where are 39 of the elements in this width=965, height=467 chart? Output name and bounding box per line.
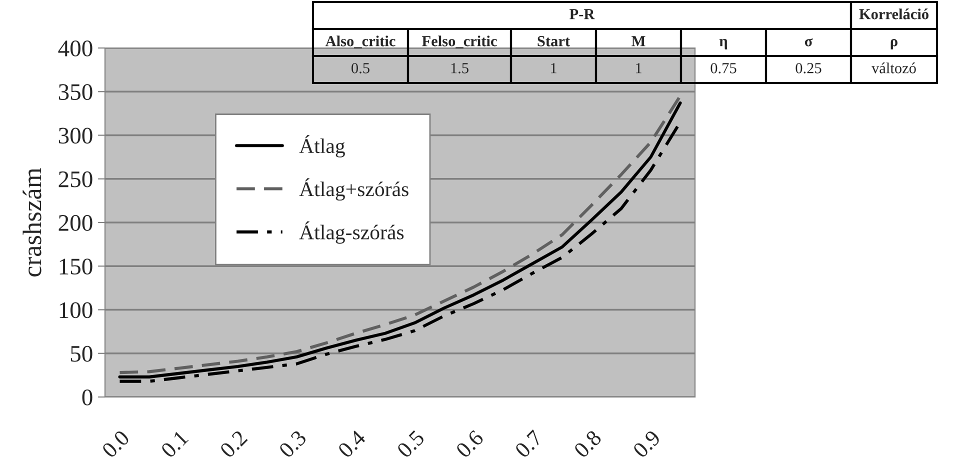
- text: 0.25: [796, 63, 822, 74]
- legend-label: Átlag: [299, 135, 345, 158]
- x-tick-label: 0.7: [514, 429, 544, 459]
- text: 0.75: [710, 63, 736, 74]
- y-tick-label: 150: [60, 258, 92, 275]
- annotation: 1: [636, 63, 642, 74]
- x-tick-label: 0.0: [101, 429, 130, 459]
- text: σ: [804, 38, 813, 46]
- x-tick-label: 0.1: [160, 430, 189, 459]
- y-tick-label: 250: [58, 171, 92, 188]
- legend-label: Átlag+szórás: [299, 178, 408, 201]
- text: Korreláció: [859, 8, 928, 20]
- y-tick-label: 300: [58, 128, 92, 144]
- y-tick-label: 50: [70, 346, 92, 362]
- annotation: 1: [551, 63, 556, 74]
- y-axis-title: crashszám: [22, 168, 42, 276]
- y-tick-label: 200: [58, 214, 92, 231]
- y-tick-label: 350: [58, 84, 92, 100]
- annotation: Also_critic: [325, 36, 396, 48]
- text: Start: [538, 36, 570, 46]
- annotation: 0.5: [352, 63, 370, 74]
- text: M: [632, 36, 646, 46]
- x-tick-label: 0.9: [632, 430, 662, 459]
- y-tick-label: 100: [60, 302, 92, 318]
- legend-label: Átlag-szórás: [299, 221, 404, 244]
- x-tick-label: 0.8: [573, 429, 602, 459]
- text: változó: [872, 62, 916, 74]
- x-tick-label: 0.6: [455, 429, 484, 459]
- x-tick-label: 0.4: [337, 429, 367, 459]
- x-tick-label: 0.5: [396, 429, 426, 459]
- y-tick-label: 0: [82, 389, 92, 406]
- text: P-R: [570, 9, 595, 20]
- y-tick-label: 400: [58, 40, 92, 56]
- text: ρ: [890, 39, 898, 50]
- x-tick-label: 0.2: [219, 430, 248, 459]
- x-tick-label: 0.3: [278, 429, 308, 459]
- annotation: Felso_critic: [422, 36, 497, 48]
- text: η: [719, 38, 728, 50]
- annotation: 1.5: [451, 63, 468, 74]
